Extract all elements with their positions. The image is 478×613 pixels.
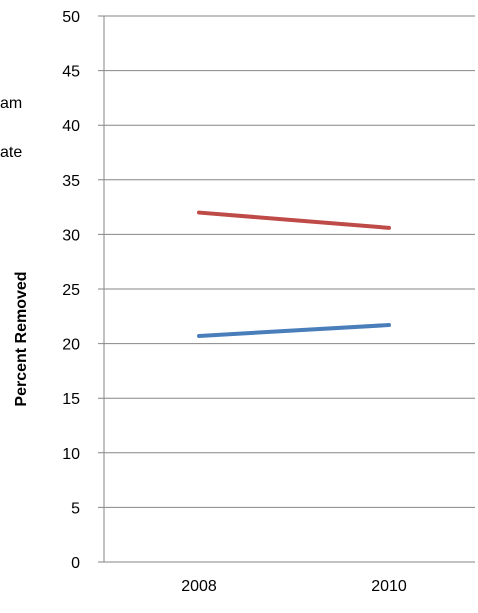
y-tick-label: 50 <box>62 9 80 26</box>
y-axis-title: Percent Removed <box>13 271 30 406</box>
y-tick-label: 0 <box>71 555 80 572</box>
x-tick-label: 2010 <box>371 578 407 595</box>
y-tick-label: 40 <box>62 118 80 135</box>
x-tick-labels: 2008 2010 <box>181 578 407 595</box>
legend-entry-fragment: am <box>0 95 22 112</box>
legend-entry-fragment: ate <box>0 144 22 161</box>
legend-partial: am ate <box>0 95 22 161</box>
series-lines <box>199 212 389 336</box>
y-tick-labels: 0 5 10 15 20 25 30 35 40 45 50 <box>62 9 80 572</box>
y-tick-label: 5 <box>71 500 80 517</box>
series-line-2 <box>199 213 389 228</box>
y-tick-label: 35 <box>62 173 80 190</box>
y-tick-label: 20 <box>62 337 80 354</box>
y-tick-label: 25 <box>62 282 80 299</box>
x-tick-label: 2008 <box>181 578 217 595</box>
y-tick-label: 30 <box>62 227 80 244</box>
y-tick-label: 45 <box>62 64 80 81</box>
y-tick-label: 10 <box>62 446 80 463</box>
gridlines <box>98 16 475 562</box>
y-tick-label: 15 <box>62 391 80 408</box>
series-line-1 <box>199 325 389 336</box>
